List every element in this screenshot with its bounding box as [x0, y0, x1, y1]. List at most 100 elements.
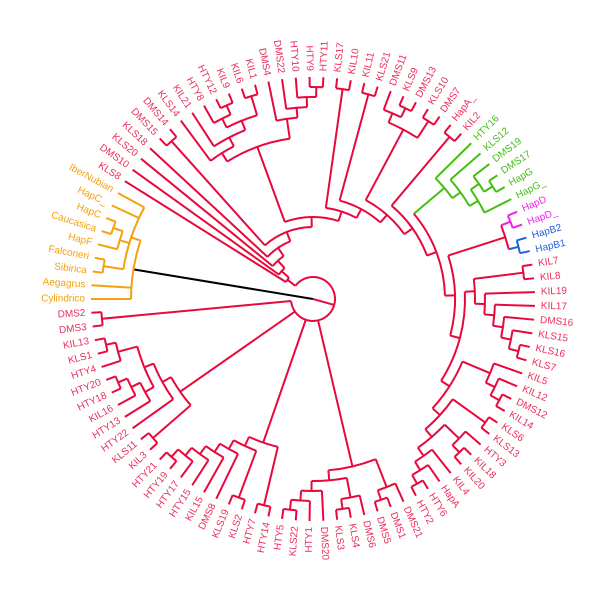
branch	[112, 226, 124, 233]
branch-arc	[335, 87, 350, 92]
branch	[483, 185, 494, 193]
branch-arc	[152, 363, 175, 400]
branch	[227, 439, 235, 450]
branch-arc	[219, 442, 239, 455]
leaf-label: HTY14	[256, 521, 273, 554]
branch	[285, 231, 292, 242]
branch-arc	[453, 447, 465, 458]
branch	[500, 336, 512, 341]
branch	[240, 120, 247, 131]
branch	[498, 377, 518, 388]
leaf-label: DMS20	[318, 527, 331, 561]
branch	[294, 510, 298, 521]
branch-arc	[449, 178, 471, 207]
branch	[398, 95, 405, 106]
branch	[358, 495, 366, 516]
branch	[376, 490, 382, 501]
branch	[111, 204, 140, 219]
branch	[484, 198, 512, 214]
branch	[424, 428, 433, 438]
leaf-label: HTY10	[287, 40, 300, 72]
branch-arc	[417, 423, 446, 449]
branch-arc	[488, 180, 497, 193]
branch-arc	[220, 101, 234, 110]
branch-arc	[500, 316, 506, 338]
branch	[493, 362, 523, 375]
branch	[508, 245, 519, 251]
branch-arc	[210, 145, 235, 162]
branch	[453, 456, 462, 465]
branch-arc	[506, 215, 514, 229]
branch	[501, 393, 512, 400]
branch	[105, 217, 116, 223]
branch	[179, 310, 296, 393]
branch	[243, 436, 250, 447]
branch	[159, 137, 168, 147]
branch-arc	[116, 230, 124, 250]
branch	[490, 394, 500, 402]
branch	[492, 324, 504, 329]
leaf-label: KIL11	[360, 51, 377, 79]
branch-arc	[284, 216, 339, 223]
branch	[484, 291, 535, 295]
branch-arc	[266, 240, 291, 258]
leaf-label: HTY7	[242, 517, 259, 545]
branch-arc	[226, 114, 258, 129]
branch-arc	[410, 479, 424, 488]
branch-arc	[126, 378, 137, 396]
leaf-label: KIL1	[243, 58, 259, 81]
branch	[451, 191, 462, 200]
branch	[364, 129, 405, 201]
branch-arc	[495, 393, 504, 407]
branch	[267, 506, 272, 517]
branch	[453, 133, 462, 142]
branch	[413, 187, 445, 215]
branch	[152, 404, 192, 439]
branch	[91, 284, 132, 289]
leaf-label: Cylindrico	[41, 294, 85, 305]
branch	[132, 168, 280, 276]
leaf-label: Sibirica	[54, 261, 88, 276]
branch	[225, 105, 232, 115]
branch	[495, 405, 506, 412]
branch	[447, 236, 506, 257]
branch	[203, 105, 215, 124]
branch-arc	[283, 507, 297, 512]
branch-arc	[515, 240, 521, 254]
branch-arc	[278, 267, 286, 276]
leaf-label: KIL13	[62, 336, 90, 352]
branch	[184, 447, 193, 457]
leaf-label: DMS3	[59, 322, 88, 336]
root-branch	[133, 268, 314, 300]
branch-arc	[521, 266, 526, 280]
branch	[221, 152, 229, 163]
branch	[215, 453, 239, 500]
branch	[449, 334, 461, 340]
branch-arc	[489, 378, 500, 396]
branch	[463, 447, 472, 456]
branch-arc	[424, 398, 454, 431]
branch	[485, 381, 496, 388]
branch	[280, 270, 290, 279]
branch	[250, 95, 259, 116]
branch	[199, 445, 207, 455]
branch	[254, 503, 259, 514]
branch	[512, 223, 523, 229]
branch-arc	[434, 177, 454, 199]
branch	[124, 400, 151, 418]
branch	[111, 387, 122, 394]
branch	[263, 446, 279, 506]
branch-arc	[341, 494, 360, 501]
branch	[410, 101, 417, 112]
leaf-label: HapB1	[534, 238, 567, 255]
branch-arc	[361, 91, 376, 98]
leaf-label: Falconeri	[47, 244, 89, 262]
branch	[295, 107, 299, 118]
branch-arc	[290, 276, 336, 322]
branch	[140, 432, 150, 441]
branch	[117, 394, 136, 406]
branch-arc	[297, 96, 317, 99]
branch-arc	[101, 259, 106, 273]
branch	[101, 230, 112, 236]
leaf-label: DMS6	[360, 520, 377, 550]
